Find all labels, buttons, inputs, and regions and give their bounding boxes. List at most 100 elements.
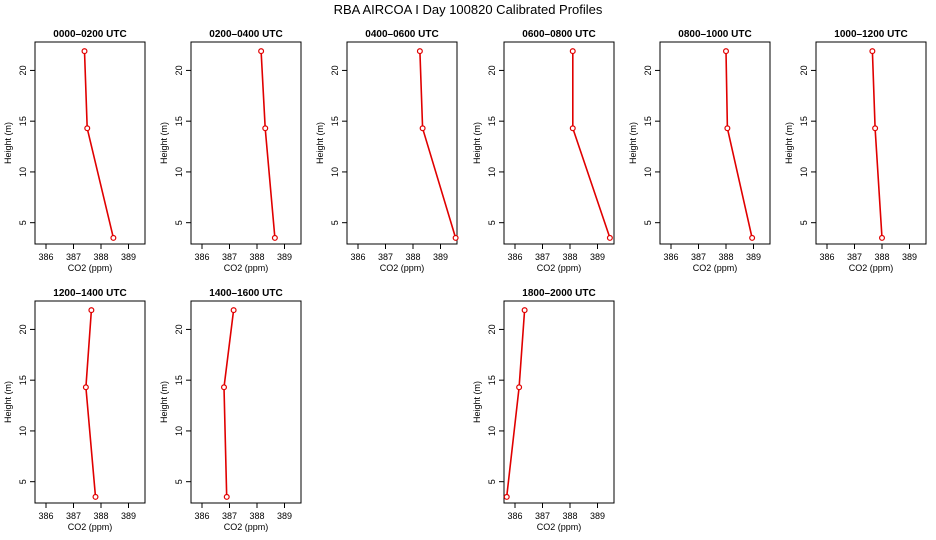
y-axis-label: Height (m) xyxy=(159,381,169,423)
x-tick-label: 387 xyxy=(535,511,550,521)
profile-panel: 1000–1200 UTC 386 387 388 389 5 10 15 20 CO2 (ppm… xyxy=(784,29,927,273)
y-tick-label: 10 xyxy=(18,426,28,436)
profile-point xyxy=(722,48,729,55)
x-tick-label: 388 xyxy=(249,511,264,521)
plot-frame xyxy=(34,41,146,245)
x-tick-label: 389 xyxy=(277,252,292,262)
x-tick-label: 386 xyxy=(38,511,53,521)
profile-point xyxy=(521,307,528,314)
y-axis-label: Height (m) xyxy=(472,122,482,164)
x-tick-label: 387 xyxy=(66,511,81,521)
profile-point xyxy=(88,307,95,314)
y-tick-label: 5 xyxy=(174,479,184,484)
x-tick-label: 386 xyxy=(819,252,834,262)
x-tick-label: 388 xyxy=(93,252,108,262)
y-tick-label: 20 xyxy=(18,324,28,334)
plot-frame xyxy=(190,300,302,504)
panel-title: 0000–0200 UTC xyxy=(53,29,126,40)
profile-point xyxy=(223,493,230,500)
y-tick-label: 15 xyxy=(174,375,184,385)
y-tick-label: 5 xyxy=(18,220,28,225)
panel-title: 1000–1200 UTC xyxy=(834,29,907,40)
y-tick-label: 15 xyxy=(799,116,809,126)
panel-title: 1800–2000 UTC xyxy=(522,288,595,299)
profile-point xyxy=(503,493,510,500)
profile-panel: 1400–1600 UTC 386 387 388 389 5 10 15 20 CO2 (ppm… xyxy=(159,288,302,532)
y-tick-label: 15 xyxy=(330,116,340,126)
x-tick-label: 387 xyxy=(66,252,81,262)
y-tick-label: 5 xyxy=(487,479,497,484)
x-tick-label: 387 xyxy=(691,252,706,262)
profile-point xyxy=(84,125,91,132)
x-tick-label: 387 xyxy=(378,252,393,262)
y-tick-label: 15 xyxy=(487,375,497,385)
profile-point xyxy=(606,234,613,241)
x-axis-label: CO2 (ppm) xyxy=(380,263,425,273)
profile-point xyxy=(110,234,117,241)
profile-line xyxy=(83,51,115,239)
x-axis-label: CO2 (ppm) xyxy=(537,263,582,273)
x-tick-label: 386 xyxy=(507,511,522,521)
profile-line xyxy=(871,51,883,238)
y-tick-label: 20 xyxy=(174,324,184,334)
y-tick-label: 10 xyxy=(174,426,184,436)
profile-point xyxy=(221,384,228,391)
y-tick-label: 20 xyxy=(487,324,497,334)
profile-panel: 0800–1000 UTC 386 387 388 389 5 10 15 20 CO2 (ppm… xyxy=(628,29,771,273)
y-tick-label: 15 xyxy=(18,375,28,385)
profile-point xyxy=(82,384,89,391)
profile-point xyxy=(869,48,876,55)
y-tick-label: 5 xyxy=(330,220,340,225)
panel-title: 0600–0800 UTC xyxy=(522,29,595,40)
y-tick-label: 20 xyxy=(487,65,497,75)
y-axis-label: Height (m) xyxy=(3,381,13,423)
x-tick-label: 386 xyxy=(663,252,678,262)
profile-point xyxy=(81,48,88,55)
profile-point xyxy=(419,125,426,132)
profile-panel: 0400–0600 UTC 386 387 388 389 5 10 15 20 CO2 (ppm… xyxy=(315,29,459,273)
plot-frame xyxy=(815,41,927,245)
profile-line xyxy=(223,310,235,497)
y-tick-label: 20 xyxy=(799,65,809,75)
plot-frame xyxy=(503,300,615,504)
profile-point xyxy=(569,125,576,132)
y-tick-label: 20 xyxy=(18,65,28,75)
x-tick-label: 388 xyxy=(718,252,733,262)
y-tick-label: 5 xyxy=(799,220,809,225)
profile-point xyxy=(230,307,237,314)
profile-point xyxy=(872,125,879,132)
x-tick-label: 388 xyxy=(405,252,420,262)
profile-point xyxy=(878,234,885,241)
x-axis-label: CO2 (ppm) xyxy=(693,263,738,273)
profile-point xyxy=(516,384,523,391)
profile-line xyxy=(571,51,611,239)
x-tick-label: 388 xyxy=(874,252,889,262)
plot-frame xyxy=(503,41,615,245)
y-tick-label: 10 xyxy=(799,167,809,177)
x-tick-label: 386 xyxy=(507,252,522,262)
profile-point xyxy=(452,234,459,241)
y-tick-label: 15 xyxy=(487,116,497,126)
panel-title: 1200–1400 UTC xyxy=(53,288,126,299)
y-tick-label: 15 xyxy=(643,116,653,126)
x-axis-label: CO2 (ppm) xyxy=(849,263,894,273)
panel-title: 0400–0600 UTC xyxy=(365,29,438,40)
x-tick-label: 388 xyxy=(562,252,577,262)
profile-point xyxy=(271,234,278,241)
y-tick-label: 10 xyxy=(18,167,28,177)
x-axis-label: CO2 (ppm) xyxy=(537,522,582,532)
x-axis-label: CO2 (ppm) xyxy=(68,263,113,273)
plot-frame xyxy=(190,41,302,245)
x-tick-label: 387 xyxy=(535,252,550,262)
profile-line xyxy=(260,51,276,238)
profile-line xyxy=(85,310,97,497)
panel-title: 0800–1000 UTC xyxy=(678,29,751,40)
x-tick-label: 387 xyxy=(222,511,237,521)
profile-point xyxy=(724,125,731,132)
y-tick-label: 5 xyxy=(643,220,653,225)
y-tick-label: 15 xyxy=(174,116,184,126)
profile-point xyxy=(92,493,99,500)
x-tick-label: 389 xyxy=(277,511,292,521)
y-tick-label: 20 xyxy=(330,65,340,75)
